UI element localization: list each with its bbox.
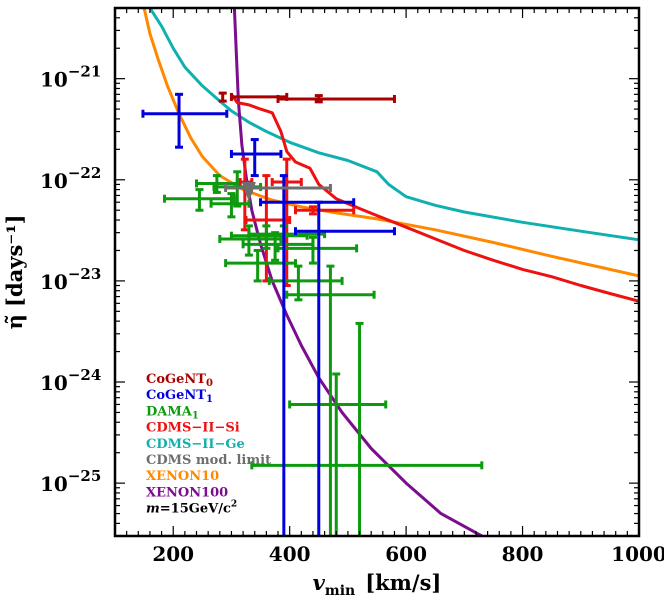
- tick-labels: 200 400 600 800 100010−2110−2210−2310−2410−2…: [40, 63, 664, 566]
- legend-item-cogent1: CoGeNT1: [146, 388, 213, 405]
- series-cdms-ii-si-point-3: [293, 205, 356, 216]
- y-tick-label: 10−24: [40, 366, 101, 395]
- y-tick-exponent: −25: [68, 467, 101, 485]
- series-cogent1-point-0: [141, 92, 229, 149]
- x-tick-label: 400: [269, 542, 311, 566]
- x-axis-title-main: v: [313, 570, 326, 595]
- series-cdms-ii-si-curve-group: [230, 93, 639, 303]
- legend-item-cdms-mod-limit: CDMS mod. limit: [146, 453, 271, 468]
- series-dama1-point-2: [209, 192, 251, 219]
- y-tick-base: 10: [40, 371, 68, 395]
- cdms-mod-limit-marker: [241, 181, 256, 202]
- x-tick-label: 800: [502, 542, 544, 566]
- legend: CoGeNT0CoGeNT1DAMA1CDMS−II−SiCDMS−II−GeC…: [146, 372, 271, 517]
- y-tick-exponent: −23: [68, 265, 101, 283]
- y-tick-base: 10: [40, 68, 68, 92]
- x-axis-title: vmin [km/s]: [313, 570, 442, 598]
- y-tick-exponent: −24: [68, 366, 101, 384]
- series-xenon10-curve: [142, 8, 639, 278]
- series-xenon10-curve-group: [142, 8, 639, 278]
- y-tick-label: 10−21: [40, 63, 101, 92]
- y-tick-exponent: −22: [68, 164, 101, 182]
- legend-label: CoGeNT: [146, 388, 206, 403]
- ticks-layer: [114, 7, 640, 537]
- series-dama1-point-11: [285, 264, 376, 536]
- series-cogent1-point-1: [229, 138, 283, 178]
- legend-label: DAMA: [146, 404, 193, 419]
- series-cogent1-point-2: [259, 174, 356, 536]
- series-cogent1-point-3: [293, 200, 396, 536]
- legend-item-xenon10: XENON10: [146, 469, 219, 484]
- y-tick-base: 10: [40, 169, 68, 193]
- x-tick-label: 600: [385, 542, 427, 566]
- series-dama1-points: [162, 170, 484, 536]
- legend-label-sub: 0: [206, 378, 213, 389]
- series-dama1-point-13: [250, 321, 484, 536]
- mass-symbol: m: [146, 502, 160, 517]
- legend-item-cogent0: CoGeNT0: [146, 372, 213, 389]
- series-cdms-ii-ge-curve: [148, 8, 639, 242]
- series-cogent1-points: [141, 92, 396, 536]
- y-tick-label: 10−25: [40, 467, 101, 496]
- series-dama1-point-0: [162, 188, 236, 212]
- y-tick-base: 10: [40, 270, 68, 294]
- mass-value: =15GeV/c: [160, 502, 231, 517]
- plot-frame: [113, 6, 641, 538]
- x-tick-label: 200: [152, 542, 194, 566]
- series-cdms-ii-si-point-2: [270, 157, 303, 288]
- legend-label-sub: 1: [206, 394, 213, 405]
- y-tick-exponent: −21: [68, 63, 101, 81]
- series-cogent0-point-1: [276, 94, 396, 104]
- x-axis-title-sub: min: [325, 583, 355, 598]
- x-tick-label: 1000: [611, 542, 664, 566]
- series-cogent0-points: [218, 91, 396, 104]
- y-tick-label: 10−22: [40, 164, 101, 193]
- series-cdms-ii-ge-curve-group: [148, 8, 639, 242]
- series-layer: [141, 8, 639, 536]
- y-tick-base: 10: [40, 472, 68, 496]
- legend-label-sub: 1: [192, 410, 199, 421]
- legend-item-cdms-ii-si: CDMS−II−Si: [146, 421, 240, 436]
- legend-mass-label: m=15GeV/c2: [146, 500, 237, 517]
- legend-item-xenon100: XENON100: [146, 485, 228, 500]
- series-cdms-ii-si-curve: [230, 93, 639, 303]
- y-axis-title: η̃ [days⁻¹]: [2, 214, 27, 329]
- series-dama1-point-12: [288, 372, 388, 536]
- x-axis-title-unit: [km/s]: [365, 570, 441, 595]
- legend-item-cdms-ii-ge: CDMS−II−Ge: [146, 437, 245, 452]
- legend-item-dama1: DAMA1: [146, 404, 199, 421]
- legend-label: CoGeNT: [146, 372, 206, 387]
- mass-exponent: 2: [231, 500, 237, 510]
- y-tick-label: 10−23: [40, 265, 101, 294]
